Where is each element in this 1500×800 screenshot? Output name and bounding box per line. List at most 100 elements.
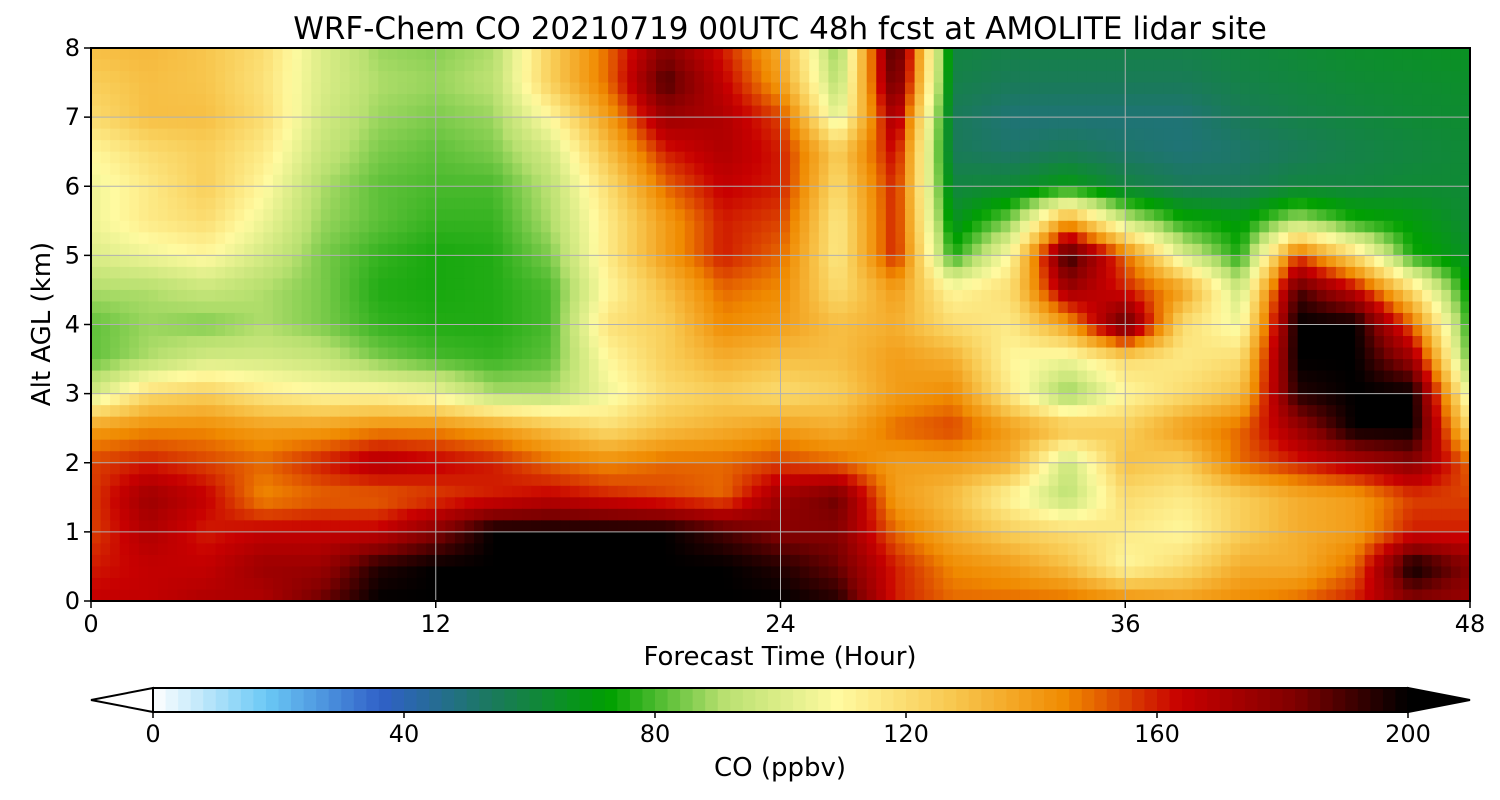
field-cell	[1086, 197, 1098, 210]
field-cell	[1345, 359, 1356, 372]
field-cell	[579, 301, 590, 314]
field-cell	[1345, 370, 1356, 383]
field-cell	[1077, 151, 1088, 164]
field-cell	[445, 151, 456, 164]
field-cell	[1278, 71, 1289, 84]
field-cell	[1096, 82, 1107, 95]
field-cell	[349, 289, 360, 303]
field-cell	[617, 324, 628, 337]
field-cell	[541, 151, 552, 164]
field-cell	[1345, 105, 1356, 118]
field-cell	[684, 336, 695, 349]
field-cell	[1201, 94, 1213, 107]
field-cell	[1422, 163, 1433, 176]
field-cell	[972, 289, 983, 303]
field-cell	[1019, 359, 1031, 372]
field-cell	[205, 289, 217, 303]
field-cell	[1393, 255, 1404, 268]
field-cell	[1153, 48, 1165, 61]
field-cell	[493, 301, 504, 314]
field-cell	[330, 94, 341, 107]
field-cell	[129, 117, 140, 130]
field-cell	[378, 243, 389, 256]
field-cell	[761, 255, 772, 268]
field-cell	[454, 94, 466, 107]
field-cell	[1393, 186, 1404, 199]
field-cell	[158, 197, 169, 210]
field-cell	[225, 48, 236, 61]
field-cell	[828, 117, 839, 130]
field-cell	[665, 405, 676, 418]
field-cell	[598, 71, 609, 84]
field-cell	[656, 197, 667, 210]
field-cell	[368, 59, 379, 72]
field-cell	[1211, 359, 1222, 372]
field-cell	[799, 324, 810, 337]
field-cell	[1450, 186, 1462, 199]
field-cell	[215, 163, 226, 176]
field-cell	[205, 243, 217, 256]
field-cell	[1067, 151, 1078, 164]
field-cell	[464, 117, 475, 130]
field-cell	[723, 186, 734, 199]
field-cell	[91, 128, 102, 141]
field-cell	[972, 220, 983, 233]
field-cell	[512, 359, 523, 372]
field-cell	[282, 82, 293, 95]
field-cell	[263, 105, 274, 118]
field-cell	[790, 117, 801, 130]
field-cell	[378, 359, 389, 372]
field-cell	[502, 128, 513, 141]
field-cell	[972, 209, 983, 222]
field-cell	[1106, 428, 1117, 441]
field-cell	[158, 428, 169, 441]
field-cell	[1383, 255, 1394, 268]
field-cell	[215, 232, 226, 245]
field-cell	[732, 312, 743, 326]
field-cell	[1278, 370, 1289, 383]
field-cell	[1067, 312, 1078, 326]
field-cell	[1211, 278, 1222, 291]
field-cell	[349, 359, 360, 372]
field-cell	[464, 393, 475, 406]
field-cell	[263, 359, 274, 372]
field-cell	[1393, 370, 1404, 383]
field-cell	[1029, 301, 1040, 314]
field-cell	[119, 405, 130, 418]
field-cell	[1335, 393, 1347, 406]
field-cell	[1431, 382, 1442, 395]
field-cell	[608, 151, 619, 164]
field-cell	[138, 220, 150, 233]
field-cell	[407, 197, 418, 210]
field-cell	[1431, 266, 1442, 280]
field-cell	[1211, 174, 1222, 187]
field-cell	[579, 94, 590, 107]
field-cell	[732, 197, 743, 210]
field-cell	[1173, 243, 1184, 256]
field-cell	[560, 428, 571, 441]
field-cell	[541, 370, 552, 383]
field-cell	[1106, 163, 1117, 176]
field-cell	[186, 220, 197, 233]
field-cell	[1077, 359, 1088, 372]
field-cell	[474, 140, 485, 153]
field-cell	[550, 416, 561, 429]
field-cell	[330, 347, 341, 360]
field-cell	[282, 186, 293, 199]
field-cell	[1039, 278, 1050, 291]
field-cell	[1173, 301, 1184, 314]
field-cell	[876, 197, 887, 210]
field-cell	[579, 312, 590, 326]
field-cell	[943, 243, 954, 256]
field-cell	[924, 117, 935, 130]
field-cell	[205, 128, 217, 141]
field-cell	[656, 324, 667, 337]
field-cell	[253, 301, 264, 314]
field-cell	[378, 370, 389, 383]
field-cell	[110, 347, 121, 360]
field-cell	[253, 416, 264, 429]
field-cell	[100, 71, 111, 84]
field-cell	[991, 94, 1002, 107]
field-cell	[569, 278, 580, 291]
field-cell	[608, 48, 619, 61]
